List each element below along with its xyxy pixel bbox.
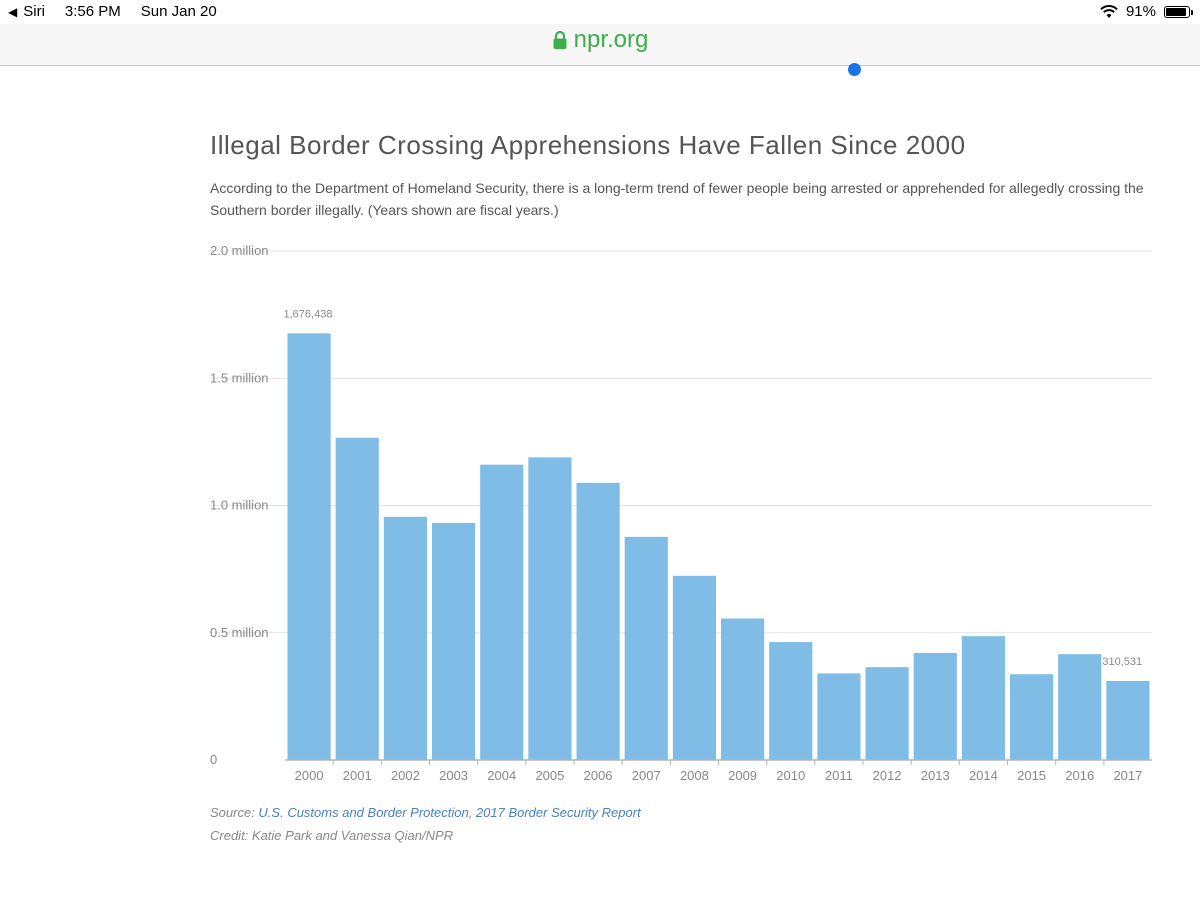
bar-2012 (865, 667, 909, 760)
page-load-indicator (848, 63, 861, 76)
bar-2006 (576, 482, 620, 760)
y-tick-label: 2.0 million (210, 243, 269, 258)
bar-2011 (817, 673, 861, 760)
x-tick-label: 2011 (825, 768, 853, 783)
x-tick-label: 2010 (776, 768, 805, 783)
status-time: 3:56 PM (64, 3, 121, 20)
x-tick-label: 2003 (439, 768, 468, 783)
bar-2005 (528, 457, 572, 760)
chart-title: Illegal Border Crossing Apprehensions Ha… (210, 130, 966, 160)
back-arrow-icon[interactable]: ◀ (8, 4, 18, 19)
x-tick-label: 2008 (680, 768, 709, 783)
y-tick-label: 0.5 million (210, 625, 269, 640)
lock-icon (553, 30, 567, 49)
bar-2008 (672, 575, 716, 760)
battery-icon (1164, 5, 1193, 18)
x-tick-label: 2016 (1065, 768, 1094, 783)
source-link-report[interactable]: 2017 Border Security Report (475, 805, 641, 820)
x-tick-label: 2014 (969, 768, 998, 783)
x-tick-label: 2002 (391, 768, 420, 783)
bar-2015 (1010, 674, 1054, 760)
bar-2002 (383, 516, 427, 760)
chart-subtitle: According to the Department of Homeland … (210, 180, 1144, 218)
x-tick-label: 2001 (343, 768, 372, 783)
x-tick-label: 2015 (1017, 768, 1046, 783)
data-label: 310,531 (1102, 656, 1142, 668)
bar-2010 (769, 642, 813, 760)
x-tick-label: 2004 (487, 768, 516, 783)
bar-2007 (624, 536, 668, 760)
bar-2017 (1106, 680, 1150, 760)
source-link-cbp[interactable]: U.S. Customs and Border Protection (258, 805, 469, 820)
bar-2004 (480, 464, 524, 760)
back-to-siri-label[interactable]: Siri (23, 3, 45, 20)
y-tick-label: 1.0 million (210, 498, 269, 513)
source-prefix: Source: (210, 805, 259, 820)
y-tick-label: 1.5 million (210, 370, 269, 385)
address-bar[interactable]: npr.org (0, 24, 1200, 66)
battery-fill (1166, 7, 1187, 16)
source-separator: , (468, 805, 476, 820)
status-bar: ◀ Siri 3:56 PM Sun Jan 20 91% (0, 0, 1200, 24)
x-tick-label: 2007 (632, 768, 661, 783)
x-tick-label: 2012 (873, 768, 902, 783)
chart-credit: Credit: Katie Park and Vanessa Qian/NPR (210, 828, 454, 843)
x-tick-label: 2013 (921, 768, 950, 783)
bar-2001 (335, 437, 379, 760)
battery-percent: 91% (1125, 3, 1156, 20)
bar-2003 (432, 522, 476, 760)
status-date: Sun Jan 20 (140, 3, 217, 20)
bar-2000 (287, 333, 331, 760)
bar-2009 (721, 618, 765, 760)
bar-2016 (1058, 654, 1102, 760)
url-domain[interactable]: npr.org (573, 25, 649, 53)
x-tick-label: 2009 (728, 768, 757, 783)
data-label: 1,676,438 (284, 308, 333, 320)
bar-2013 (913, 652, 957, 760)
x-tick-label: 2005 (535, 768, 564, 783)
x-tick-label: 2000 (295, 768, 324, 783)
y-tick-label: 0 (210, 752, 217, 767)
x-tick-label: 2017 (1113, 768, 1142, 783)
x-tick-label: 2006 (584, 768, 613, 783)
chart-source: Source: U.S. Customs and Border Protecti… (210, 805, 641, 820)
wifi-icon (1100, 4, 1118, 18)
bar-chart: 0 0.5 million 1.0 million 1.5 million 2.0 mi… (210, 243, 1152, 783)
bar-2014 (961, 636, 1005, 760)
